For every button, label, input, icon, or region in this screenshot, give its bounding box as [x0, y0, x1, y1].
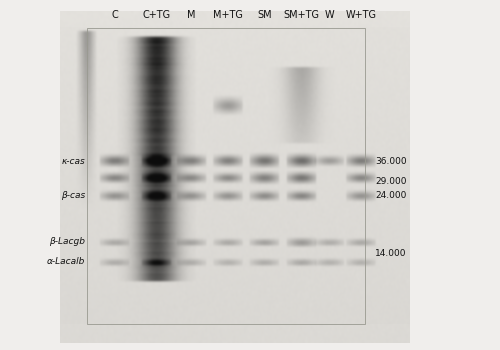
Text: κ-cas: κ-cas: [62, 157, 85, 166]
Bar: [86, 28, 364, 324]
Text: β-Lacgb: β-Lacgb: [49, 237, 85, 246]
Text: SM: SM: [257, 10, 272, 20]
Text: 24.000: 24.000: [375, 190, 406, 199]
Text: 36.000: 36.000: [375, 157, 406, 166]
Text: 29.000: 29.000: [375, 177, 406, 186]
Text: C+TG: C+TG: [142, 10, 171, 20]
Text: M: M: [188, 10, 196, 20]
Text: α-Lacalb: α-Lacalb: [47, 257, 85, 266]
Text: W: W: [324, 10, 334, 20]
Text: 14.000: 14.000: [375, 249, 406, 258]
Text: C: C: [111, 10, 118, 20]
Text: M+TG: M+TG: [213, 10, 243, 20]
Text: SM+TG: SM+TG: [284, 10, 320, 20]
Text: β-cas: β-cas: [61, 190, 85, 199]
Text: W+TG: W+TG: [346, 10, 376, 20]
